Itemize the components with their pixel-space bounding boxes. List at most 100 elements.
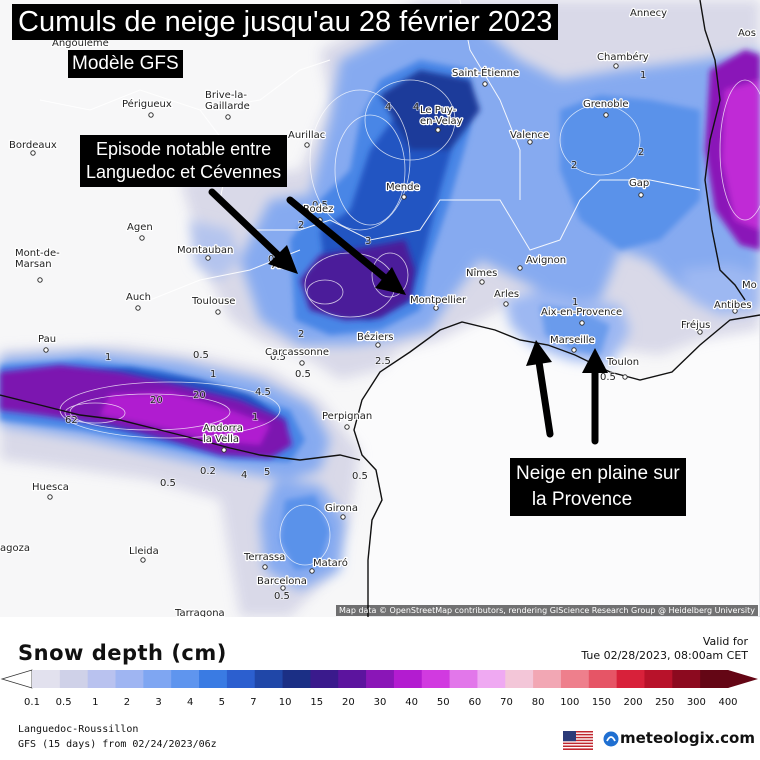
city-grenoble: Grenoble xyxy=(582,98,630,118)
city-label: Nîmes xyxy=(466,267,497,279)
city-label: Brive-la-Gaillarde xyxy=(205,90,250,112)
city-arles: Arles xyxy=(493,288,520,307)
city-label: Aos xyxy=(738,28,756,39)
city-label: Montauban xyxy=(177,245,233,256)
annotation-provence: Neige en plaine sur la Provence xyxy=(510,458,686,516)
scale-tick-label: 200 xyxy=(623,697,643,708)
scale-swatch xyxy=(115,670,144,688)
arrows xyxy=(208,188,608,445)
contour-label: 2 xyxy=(298,329,304,340)
city-label: Bordeaux xyxy=(9,140,57,151)
city-label: Chambéry xyxy=(597,51,649,63)
contour-label: 0.5 xyxy=(600,372,616,383)
city-carcassonne: Carcassonne xyxy=(264,346,330,366)
arrow-to-marseille-west xyxy=(526,340,554,438)
scale-swatch xyxy=(171,670,200,688)
city-aurillac: Aurillac xyxy=(287,129,327,148)
meteologix-logo-icon xyxy=(603,731,619,747)
city-label: Saint-Étienne xyxy=(452,66,519,79)
contour-label: 5 xyxy=(264,467,270,478)
city-gap: Gap xyxy=(628,177,650,198)
city-label: Béziers xyxy=(357,331,394,343)
valid-date: Tue 02/28/2023, 08:00am CET xyxy=(581,649,748,662)
arrow-to-cevennes xyxy=(286,196,406,295)
scale-tick-label: 250 xyxy=(655,697,675,708)
city-label: agoza xyxy=(0,543,30,554)
contour-label: 1 xyxy=(210,369,216,380)
legend-panel: Snow depth (cm) Valid for Tue 02/28/2023… xyxy=(0,617,760,760)
scale-swatch xyxy=(616,670,645,688)
city-label: Aurillac xyxy=(288,130,325,141)
us-flag-icon[interactable] xyxy=(563,731,593,750)
scale-tick-label: 1 xyxy=(92,697,99,708)
scale-tick-label: 5 xyxy=(218,697,225,708)
city-terrassa: Terrassa xyxy=(242,551,287,570)
scale-tick-label: 3 xyxy=(155,697,162,708)
city-label: Perpignan xyxy=(322,411,372,422)
city-labels: Angoulême Périgueux Brive-la-Gaillarde B… xyxy=(0,7,758,617)
city-label: Fréjus xyxy=(681,319,710,331)
map-attribution: Map data © OpenStreetMap contributors, r… xyxy=(336,605,758,616)
contour-label: 4 xyxy=(241,470,247,481)
city-label: Carcassonne xyxy=(265,347,329,358)
brand-text[interactable]: meteologix.com xyxy=(620,729,755,747)
city-barcelona: Barcelona xyxy=(256,575,308,591)
city-label: Annecy xyxy=(630,8,667,19)
contour-label: 0.5 xyxy=(270,352,286,363)
scale-tick-label: 0.5 xyxy=(55,697,72,708)
contour-label: 20 xyxy=(150,395,163,406)
contour-label: 1 xyxy=(572,297,578,308)
color-scale-bar xyxy=(0,669,758,689)
scale-swatch xyxy=(477,670,506,688)
city-label: Lleida xyxy=(129,546,159,557)
city-label: Le Puy-en-Velay xyxy=(420,105,463,127)
scale-tick-label: 2 xyxy=(123,697,131,708)
contour-label: 0.5 xyxy=(352,471,368,482)
scale-swatch xyxy=(310,670,339,688)
city-label: Toulouse xyxy=(191,296,235,307)
city-auch: Auch xyxy=(125,291,152,311)
contour-label: 0.5 xyxy=(274,591,290,602)
city-label: Montpellier xyxy=(410,295,467,306)
city-chambery: Chambéry xyxy=(596,50,650,69)
snow-purple-layer xyxy=(0,50,760,458)
brand-name[interactable]: meteologix.com xyxy=(602,729,755,747)
city-label: Toulon xyxy=(606,357,639,368)
contour-label: 62 xyxy=(65,415,78,426)
legend-title: Snow depth (cm) xyxy=(18,641,227,665)
city-huesca: Huesca xyxy=(31,481,70,500)
snow-depth-map: 0.5 1 2 4 0.5 1 2 0.5 1 4.5 0.2 0.5 0.5 … xyxy=(0,0,760,617)
city-label: Antibes xyxy=(714,300,752,311)
city-montauban: Montauban xyxy=(176,244,235,261)
city-monaco: Mo xyxy=(741,279,758,293)
scale-tick-label: 150 xyxy=(591,697,611,708)
scale-tick-label: 400 xyxy=(718,697,738,708)
scale-swatch xyxy=(560,670,590,688)
scale-tick-label: 80 xyxy=(531,697,545,708)
scale-swatch xyxy=(644,670,673,688)
scale-max-arrow xyxy=(728,670,758,688)
scale-swatch xyxy=(87,670,117,688)
city-frejus: Fréjus xyxy=(680,318,712,335)
city-label: Gap xyxy=(629,178,649,189)
contour-label: 0.5 xyxy=(295,369,311,380)
city-perpignan: Perpignan xyxy=(321,410,373,430)
city-mont-de-marsan: Mont-de-Marsan xyxy=(14,247,61,283)
city-label: Valence xyxy=(510,130,549,141)
arrow-to-montagne-noire xyxy=(208,188,298,274)
scale-swatch xyxy=(143,670,172,688)
scale-swatch xyxy=(533,670,562,688)
contour-label: 0.5 xyxy=(193,350,209,361)
city-label: Aix-en-Provence xyxy=(541,307,622,318)
contour-label: 3 xyxy=(365,236,371,247)
city-label: Auch xyxy=(126,292,151,303)
city-label: Agen xyxy=(127,222,153,233)
scale-swatch xyxy=(338,670,367,688)
city-lleida: Lleida xyxy=(128,545,160,563)
scale-swatch xyxy=(505,670,534,688)
city-label: Grenoble xyxy=(583,99,629,110)
city-label: Arles xyxy=(494,289,519,300)
map-title: Cumuls de neige jusqu'au 28 février 2023 xyxy=(12,4,559,40)
contour-label: 1 xyxy=(105,352,111,363)
model-run-label: GFS (15 days) from 02/24/2023/06z xyxy=(18,739,217,750)
